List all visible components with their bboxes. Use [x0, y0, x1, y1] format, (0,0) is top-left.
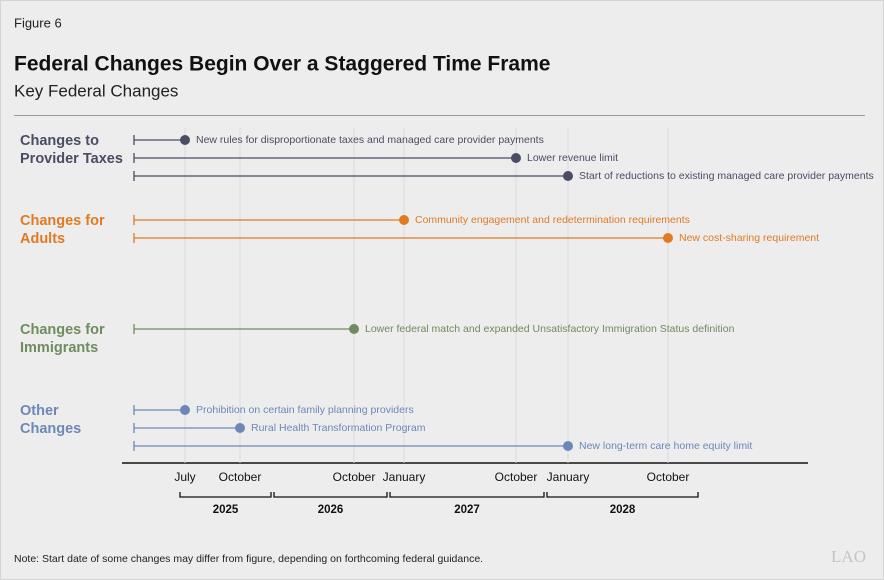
event-dot [399, 215, 409, 225]
year-label: 2027 [454, 504, 480, 516]
group-label: Changes for [20, 213, 105, 229]
x-tick-label: October [333, 470, 376, 484]
event-label: Start of reductions to existing managed … [579, 170, 874, 182]
year-bracket [179, 492, 272, 498]
event-dot [663, 233, 673, 243]
x-tick-label: October [647, 470, 690, 484]
year-bracket [546, 492, 699, 498]
event-label: New cost-sharing requirement [679, 232, 819, 244]
logo: LAO [831, 547, 866, 566]
year-label: 2025 [213, 504, 239, 516]
chart-title: Federal Changes Begin Over a Staggered T… [14, 53, 550, 76]
event-dot [235, 423, 245, 433]
year-bracket [389, 492, 545, 498]
event-label: Rural Health Transformation Program [251, 422, 426, 434]
year-label: 2028 [610, 504, 636, 516]
x-tick-label: January [383, 470, 426, 484]
group-label: Provider Taxes [20, 151, 123, 167]
group-label: Other [20, 403, 59, 419]
figure-label: Figure 6 [14, 15, 62, 30]
event-dot [349, 324, 359, 334]
event-label: Prohibition on certain family planning p… [196, 404, 414, 416]
group-label: Adults [20, 231, 65, 247]
x-tick-label: October [219, 470, 262, 484]
event-label: New rules for disproportionate taxes and… [196, 134, 544, 146]
event-dot [180, 405, 190, 415]
year-bracket [273, 492, 388, 498]
group-label: Changes [20, 421, 81, 437]
event-dot [563, 171, 573, 181]
note: Note: Start date of some changes may dif… [14, 553, 483, 565]
x-tick-label: January [547, 470, 590, 484]
group-label: Immigrants [20, 340, 98, 356]
event-label: Community engagement and redetermination… [415, 214, 690, 226]
event-label: Lower federal match and expanded Unsatis… [365, 323, 735, 335]
group-label: Changes for [20, 322, 105, 338]
group-label: Changes to [20, 133, 99, 149]
year-label: 2026 [318, 504, 344, 516]
event-label: New long-term care home equity limit [579, 440, 752, 452]
event-dot [180, 135, 190, 145]
event-dot [563, 441, 573, 451]
event-label: Lower revenue limit [527, 152, 618, 164]
x-tick-label: July [174, 470, 195, 484]
event-dot [511, 153, 521, 163]
x-tick-label: October [495, 470, 538, 484]
chart-subtitle: Key Federal Changes [14, 81, 178, 100]
